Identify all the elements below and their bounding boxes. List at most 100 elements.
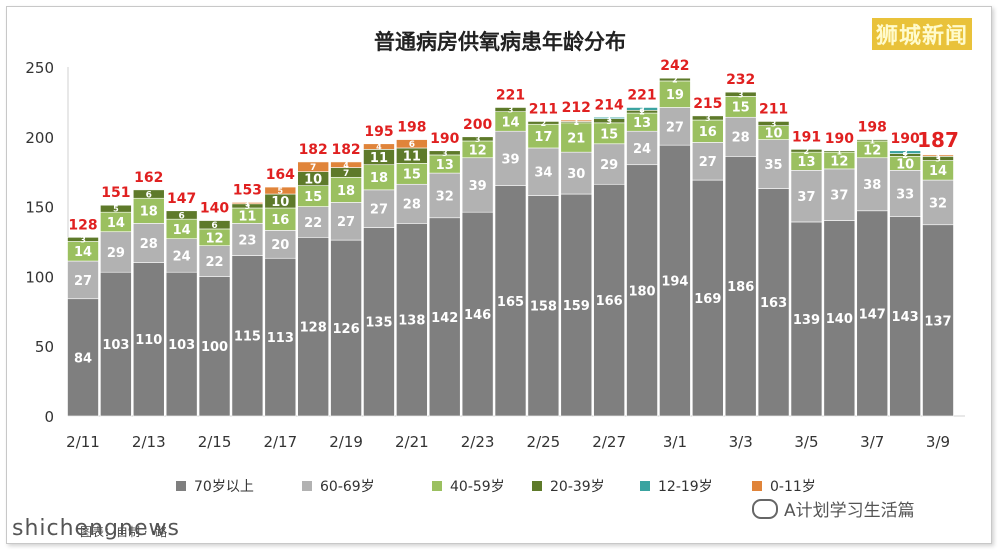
total-label: 191: [792, 129, 821, 145]
segment-label: 18: [140, 205, 158, 220]
segment-label: 12: [830, 154, 848, 169]
segment-label: 10: [271, 195, 289, 210]
x-tick-label: 2/27: [592, 433, 626, 451]
segment-label: 113: [267, 331, 294, 346]
segment-label: 1: [245, 199, 251, 208]
x-tick-label: 3/3: [729, 433, 753, 451]
total-label: 198: [397, 120, 426, 136]
segment-label: 32: [436, 189, 454, 204]
bar-segment: [856, 157, 889, 212]
bar-segment: [330, 161, 362, 168]
bar-segment: [659, 144, 691, 417]
segment-label: 2: [902, 151, 908, 160]
bar-segment: [527, 121, 560, 125]
segment-label: 115: [234, 330, 261, 345]
segment-label: 142: [431, 311, 458, 326]
segment-label: 135: [365, 316, 392, 331]
segment-label: 27: [370, 203, 388, 218]
segment-label: 110: [135, 333, 162, 348]
segment-label: 15: [732, 101, 750, 116]
legend-label: 70岁以上: [194, 479, 254, 495]
x-tick-label: 2/21: [395, 433, 429, 451]
wechat-icon: [752, 498, 778, 519]
segment-label: 139: [793, 313, 820, 328]
legend-swatch: [176, 481, 186, 491]
segment-label: 13: [436, 158, 454, 173]
segment-label: 34: [534, 166, 552, 181]
chart-legend: 70岁以上 60-69岁 40-59岁 20-39岁 12-19岁 0-11岁: [0, 476, 998, 498]
bar-segment: [67, 237, 99, 242]
segment-label: 159: [563, 299, 590, 314]
segment-label: 15: [304, 190, 322, 205]
bar-segment: [790, 149, 823, 153]
bar-segment: [132, 262, 165, 417]
segment-label: 12: [469, 143, 487, 158]
bar-segment: [494, 185, 527, 417]
x-tick-label: 3/5: [794, 433, 818, 451]
legend-item: 40-59岁: [432, 476, 505, 496]
total-label: 164: [266, 167, 295, 183]
legend-swatch: [752, 481, 762, 491]
bar-segment: [560, 122, 593, 153]
watermark-text: shichengnews: [12, 516, 180, 541]
bar-segment: [428, 217, 461, 417]
segment-label: 6: [211, 221, 217, 231]
brand-logo: 狮城新闻: [872, 18, 973, 50]
total-label: 221: [627, 87, 656, 103]
segment-label: 18: [337, 184, 355, 199]
bar-segment: [461, 136, 494, 142]
segment-label: 6: [409, 140, 415, 150]
segment-label: 1: [573, 117, 579, 126]
x-tick-label: 2/11: [66, 433, 100, 451]
segment-label: 5: [113, 205, 119, 214]
bar-segment: [132, 197, 165, 224]
total-label: 195: [364, 124, 393, 140]
bar-segment: [757, 139, 790, 189]
legend-label: 0-11岁: [770, 479, 816, 495]
segment-label: 28: [140, 237, 158, 252]
bar-segment: [593, 116, 625, 119]
segment-label: 29: [600, 158, 618, 173]
x-tick-label: 2/23: [461, 433, 495, 451]
total-label: 211: [529, 101, 558, 117]
legend-swatch: [302, 481, 312, 491]
segment-label: 143: [892, 310, 919, 325]
segment-label: 100: [201, 340, 228, 355]
bar-segment: [823, 150, 856, 153]
x-tick-label: 3/1: [663, 433, 687, 451]
wechat-badge: A计划学习生活篇: [752, 496, 915, 521]
bar-segment: [165, 271, 198, 417]
bar-segment: [757, 121, 790, 126]
bar-segment: [165, 210, 198, 220]
chart-title: 普通病房供氧病患年龄分布: [374, 30, 626, 54]
bar-segment: [297, 206, 329, 238]
segment-label: 103: [102, 338, 129, 353]
segment-label: 11: [238, 210, 256, 225]
wechat-label: A计划学习生活篇: [784, 501, 915, 521]
bar-segment: [692, 179, 724, 417]
bar-segment: [363, 164, 395, 191]
y-tick-label: 150: [25, 199, 54, 217]
bar-segment: [823, 220, 856, 417]
x-tick-label: 2/19: [329, 433, 363, 451]
bar-segment: [889, 216, 921, 417]
segment-label: 22: [205, 255, 223, 270]
segment-label: 6: [146, 190, 152, 200]
segment-label: 194: [661, 275, 688, 290]
segment-label: 27: [699, 155, 717, 170]
bar-segment: [889, 170, 921, 217]
segment-label: 3: [606, 117, 612, 126]
segment-label: 7: [343, 169, 349, 179]
bar-segment: [363, 143, 395, 150]
bar-segment: [330, 202, 362, 241]
bar-segment: [100, 231, 132, 273]
segment-label: 147: [859, 307, 886, 322]
bar-segment: [626, 130, 658, 166]
segment-label: 1: [573, 118, 579, 127]
bar-segment: [593, 183, 625, 417]
segment-label: 19: [666, 88, 684, 103]
x-tick-label: 3/7: [860, 433, 884, 451]
bar-segment: [626, 107, 658, 111]
bar-segment: [428, 150, 461, 156]
